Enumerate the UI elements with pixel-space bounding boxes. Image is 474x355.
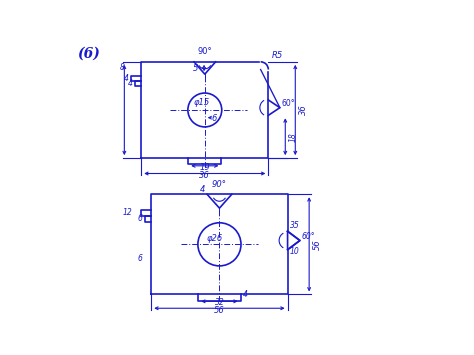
Text: 4: 4: [128, 79, 133, 88]
Text: 6: 6: [137, 214, 142, 223]
Text: 6: 6: [211, 114, 216, 123]
Text: 4: 4: [200, 185, 206, 194]
Text: 60°: 60°: [301, 232, 315, 241]
Text: φ15: φ15: [193, 98, 210, 107]
Text: 5: 5: [193, 64, 199, 72]
Text: 4: 4: [243, 290, 248, 300]
Text: 90°: 90°: [198, 47, 212, 56]
Text: 90°: 90°: [212, 180, 227, 189]
Text: 6: 6: [137, 254, 142, 263]
Text: 36: 36: [200, 171, 210, 180]
Text: 4: 4: [124, 74, 129, 83]
Text: 35: 35: [290, 221, 300, 230]
Text: 10: 10: [290, 247, 300, 256]
Text: 36: 36: [299, 105, 308, 115]
Text: 32: 32: [215, 298, 224, 307]
Text: 18: 18: [288, 132, 297, 142]
Text: (6): (6): [77, 47, 100, 60]
Text: φ26: φ26: [207, 234, 223, 243]
Text: 8: 8: [120, 63, 125, 72]
Text: 56: 56: [214, 306, 225, 315]
Text: R5: R5: [272, 51, 283, 60]
Text: 56: 56: [313, 239, 322, 250]
Text: 12: 12: [123, 208, 133, 217]
Polygon shape: [288, 231, 300, 250]
Text: 60°: 60°: [282, 99, 295, 108]
Text: 19: 19: [200, 163, 210, 173]
